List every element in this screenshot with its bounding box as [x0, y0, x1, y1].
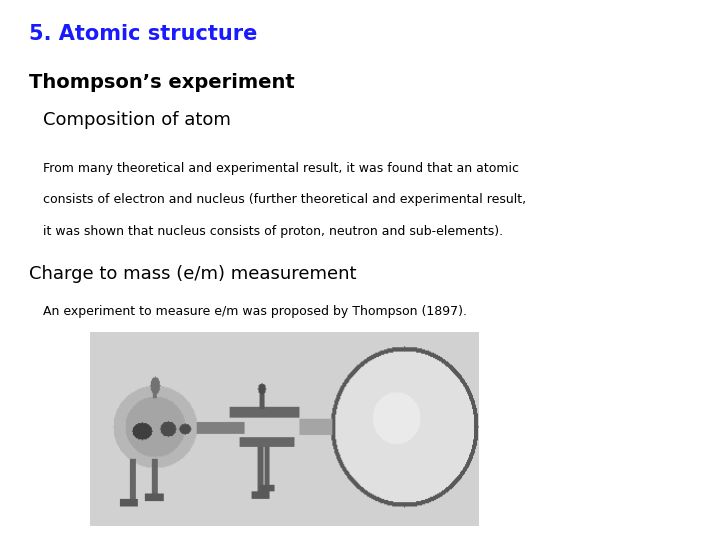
Text: 5. Atomic structure: 5. Atomic structure [29, 24, 257, 44]
Text: Composition of atom: Composition of atom [43, 111, 231, 129]
Text: consists of electron and nucleus (further theoretical and experimental result,: consists of electron and nucleus (furthe… [43, 193, 526, 206]
Text: An experiment to measure e/m was proposed by Thompson (1897).: An experiment to measure e/m was propose… [43, 305, 467, 318]
Text: Thompson’s experiment: Thompson’s experiment [29, 73, 294, 92]
Text: it was shown that nucleus consists of proton, neutron and sub-elements).: it was shown that nucleus consists of pr… [43, 225, 503, 238]
Text: Charge to mass (e/m) measurement: Charge to mass (e/m) measurement [29, 265, 356, 282]
Text: From many theoretical and experimental result, it was found that an atomic: From many theoretical and experimental r… [43, 162, 519, 175]
